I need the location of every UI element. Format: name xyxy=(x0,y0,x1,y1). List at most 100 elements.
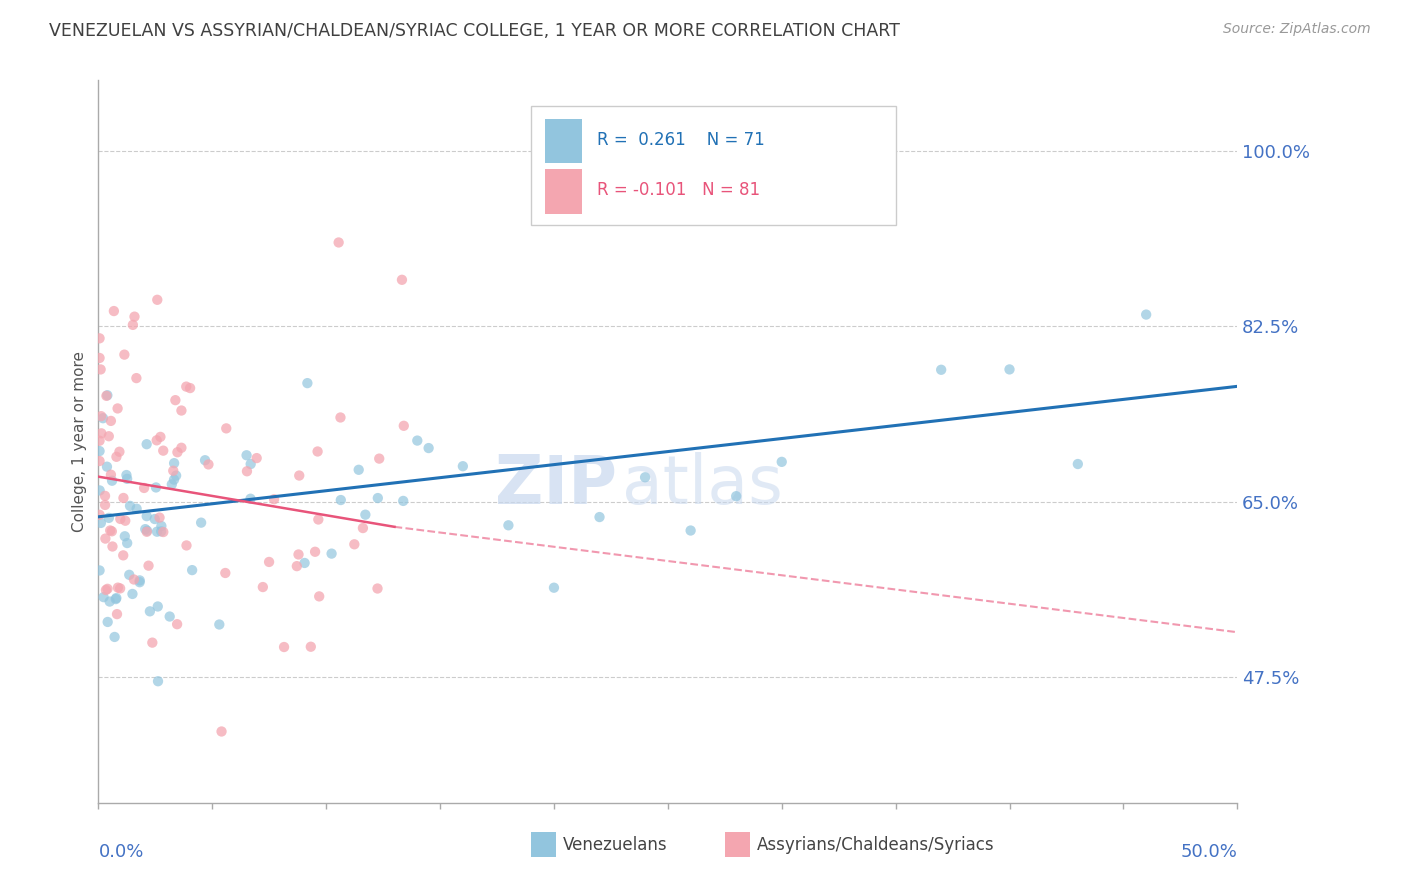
Point xyxy=(101,524,124,539)
Y-axis label: College, 1 year or more: College, 1 year or more xyxy=(72,351,87,532)
Point xyxy=(145,480,167,494)
Point xyxy=(132,481,155,495)
Point xyxy=(208,617,231,632)
Point xyxy=(135,509,157,524)
Point xyxy=(146,524,169,539)
Text: VENEZUELAN VS ASSYRIAN/CHALDEAN/SYRIAC COLLEGE, 1 YEAR OR MORE CORRELATION CHART: VENEZUELAN VS ASSYRIAN/CHALDEAN/SYRIAC C… xyxy=(49,22,900,40)
Point xyxy=(89,564,111,578)
Point xyxy=(165,393,187,408)
Point xyxy=(112,549,135,563)
Point xyxy=(124,310,146,324)
Point xyxy=(1067,457,1090,471)
Point xyxy=(104,592,127,607)
Point xyxy=(392,418,415,433)
Point xyxy=(152,443,174,458)
Point xyxy=(246,451,269,466)
Point xyxy=(159,609,181,624)
Point xyxy=(101,540,124,554)
Point xyxy=(287,548,309,562)
Point xyxy=(392,494,415,508)
Point xyxy=(352,521,374,535)
Point xyxy=(929,363,952,377)
Point xyxy=(239,491,262,506)
Point xyxy=(121,587,143,601)
Point xyxy=(112,491,135,505)
Point xyxy=(329,493,352,508)
Text: Venezuelans: Venezuelans xyxy=(562,836,668,854)
Point xyxy=(285,559,308,574)
Point xyxy=(354,508,377,522)
Point xyxy=(91,411,114,425)
Point xyxy=(162,464,184,478)
Point xyxy=(115,472,138,486)
Point xyxy=(406,434,429,448)
Point xyxy=(128,574,150,588)
Text: atlas: atlas xyxy=(623,452,783,518)
Point xyxy=(118,499,141,513)
Point xyxy=(297,376,319,391)
Point xyxy=(125,371,148,385)
Point xyxy=(146,674,169,689)
Text: ZIP: ZIP xyxy=(495,452,617,518)
Point xyxy=(89,351,111,365)
Point xyxy=(90,516,112,530)
Point xyxy=(90,362,112,376)
Point xyxy=(105,607,128,621)
Point xyxy=(96,582,118,596)
Point xyxy=(367,491,389,505)
Point xyxy=(143,512,166,526)
Point xyxy=(163,473,186,487)
Point xyxy=(100,467,122,482)
Point xyxy=(307,512,329,526)
Point xyxy=(107,581,129,595)
Point xyxy=(108,444,131,458)
Text: Assyrians/Chaldeans/Syriacs: Assyrians/Chaldeans/Syriacs xyxy=(756,836,994,854)
Point xyxy=(96,459,118,474)
Point xyxy=(176,538,198,552)
Point xyxy=(103,630,125,644)
Point xyxy=(263,492,285,507)
Point xyxy=(418,441,440,455)
Point xyxy=(89,483,111,498)
Point xyxy=(146,293,169,307)
FancyBboxPatch shape xyxy=(531,105,896,225)
Point xyxy=(498,518,520,533)
Point xyxy=(190,516,212,530)
Point xyxy=(152,524,174,539)
Point xyxy=(135,524,157,539)
Point xyxy=(150,519,173,533)
Point xyxy=(114,514,136,528)
Point xyxy=(149,430,172,444)
Point xyxy=(89,434,111,448)
Point xyxy=(89,331,111,345)
Point xyxy=(93,590,115,604)
Point xyxy=(145,434,167,448)
Point xyxy=(166,445,188,459)
Point xyxy=(96,388,118,402)
Point xyxy=(97,429,120,443)
Text: Source: ZipAtlas.com: Source: ZipAtlas.com xyxy=(1223,22,1371,37)
Point xyxy=(273,640,295,654)
Point xyxy=(451,459,474,474)
Bar xyxy=(531,831,557,857)
Point xyxy=(215,421,238,435)
Point xyxy=(134,522,156,536)
Point xyxy=(146,599,169,614)
Point xyxy=(998,362,1021,376)
Point xyxy=(170,441,193,455)
Point xyxy=(125,501,148,516)
Point xyxy=(105,591,128,605)
Point xyxy=(252,580,274,594)
Point xyxy=(94,498,117,512)
Point xyxy=(174,379,197,393)
Point xyxy=(166,617,188,632)
Point xyxy=(115,468,138,483)
Point xyxy=(94,489,117,503)
Point xyxy=(100,414,122,428)
Point xyxy=(368,451,391,466)
Point xyxy=(148,510,170,524)
Point xyxy=(89,508,111,522)
Point xyxy=(308,590,330,604)
Point xyxy=(679,524,702,538)
Point xyxy=(110,512,132,526)
